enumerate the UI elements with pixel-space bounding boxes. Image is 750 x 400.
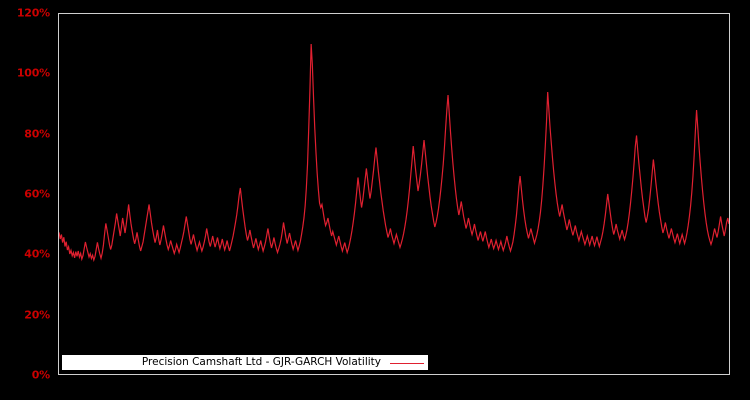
plot-area xyxy=(58,13,730,375)
legend-label: Precision Camshaft Ltd - GJR-GARCH Volat… xyxy=(141,356,381,369)
y-tick-label: 80% xyxy=(24,127,50,141)
y-tick-label: 20% xyxy=(24,308,50,322)
volatility-series-line xyxy=(59,43,729,263)
legend-line-swatch xyxy=(390,357,424,368)
volatility-series-svg xyxy=(59,43,729,263)
y-tick-label: 100% xyxy=(16,66,50,80)
y-tick-label: 120% xyxy=(16,6,50,20)
legend[interactable]: Precision Camshaft Ltd - GJR-GARCH Volat… xyxy=(62,355,428,370)
y-tick-label: 60% xyxy=(24,187,50,201)
y-axis: 0% 20% 40% 60% 80% 100% 120% xyxy=(0,0,58,400)
y-tick-label: 0% xyxy=(31,368,50,382)
y-tick-label: 40% xyxy=(24,247,50,261)
